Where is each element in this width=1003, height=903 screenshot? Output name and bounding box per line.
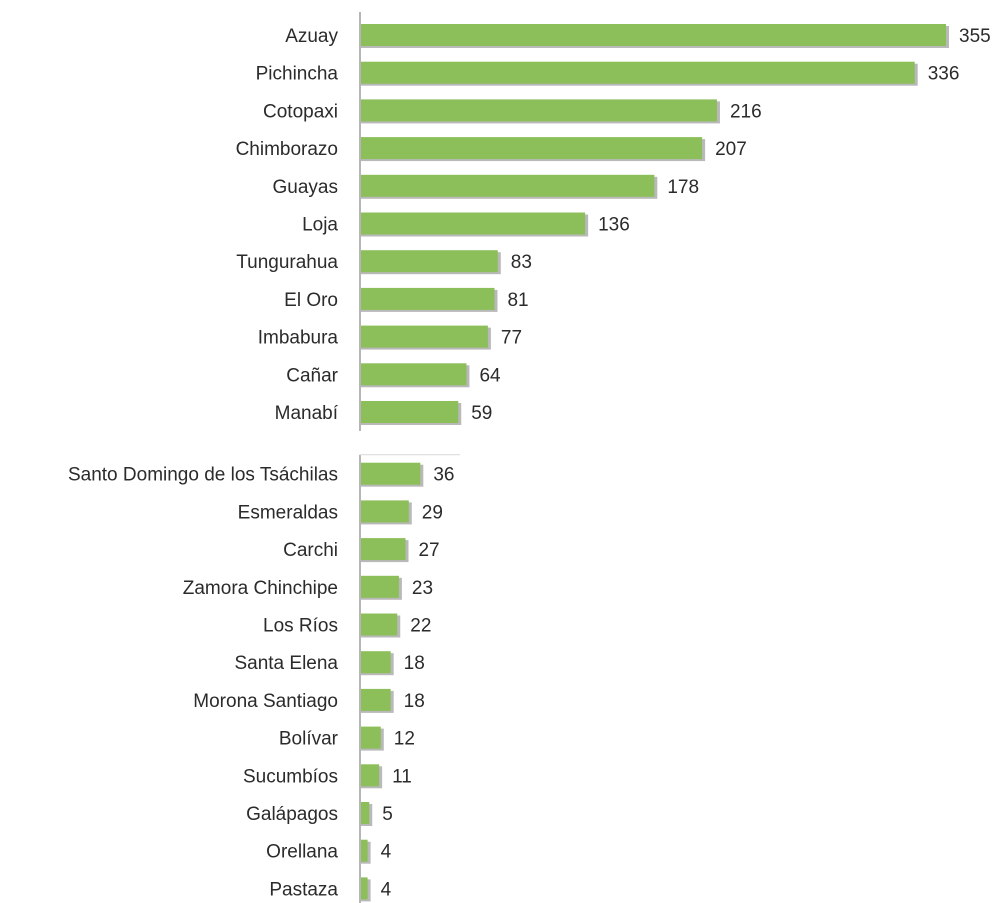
value-label: 18 — [404, 691, 425, 712]
category-label: Cotopaxi — [263, 101, 338, 122]
value-label: 77 — [501, 328, 522, 349]
category-label: Imbabura — [258, 328, 339, 349]
value-label: 81 — [507, 290, 528, 311]
value-label: 11 — [392, 766, 412, 787]
category-label: Zamora Chinchipe — [183, 578, 338, 599]
value-label: 355 — [959, 26, 991, 47]
value-label: 64 — [479, 365, 501, 386]
value-label: 18 — [404, 653, 425, 674]
category-label: Manabí — [275, 403, 339, 424]
bar — [361, 613, 398, 636]
value-label: 4 — [381, 842, 392, 863]
value-label: 59 — [471, 403, 492, 424]
value-label: 336 — [928, 64, 960, 85]
category-label: El Oro — [284, 290, 338, 311]
value-label: 216 — [730, 101, 762, 122]
bar — [361, 174, 655, 197]
value-label: 22 — [410, 616, 431, 637]
bar — [361, 764, 380, 787]
category-label: Bolívar — [279, 729, 339, 750]
category-label: Esmeraldas — [238, 502, 338, 523]
bar — [361, 137, 703, 160]
category-label: Pastaza — [269, 879, 338, 900]
bar — [361, 99, 717, 122]
category-label: Orellana — [266, 842, 338, 863]
value-label: 29 — [422, 502, 443, 523]
category-label: Carchi — [283, 540, 338, 561]
bar — [361, 500, 409, 523]
value-label: 23 — [412, 578, 433, 599]
category-label: Santo Domingo de los Tsáchilas — [68, 465, 338, 486]
category-label: Loja — [302, 215, 338, 236]
category-label: Azuay — [285, 26, 338, 47]
category-label: Los Ríos — [263, 616, 338, 637]
bar — [361, 462, 421, 485]
value-label: 5 — [382, 804, 393, 825]
bar — [361, 688, 391, 711]
category-label: Sucumbíos — [243, 766, 338, 787]
category-label: Morona Santiago — [193, 691, 338, 712]
bar — [361, 802, 370, 824]
value-label: 36 — [433, 465, 454, 486]
bar — [361, 363, 467, 386]
bar — [361, 287, 495, 310]
bar — [361, 401, 459, 423]
value-label: 207 — [715, 139, 747, 160]
category-label: Cañar — [286, 365, 338, 386]
bar — [361, 538, 406, 561]
value-label: 27 — [418, 540, 439, 561]
bar — [361, 651, 391, 674]
value-label: 136 — [598, 215, 630, 236]
bar — [361, 61, 915, 84]
bar — [361, 575, 399, 598]
category-label: Tungurahua — [236, 252, 338, 273]
bar — [361, 877, 368, 900]
bar — [361, 212, 586, 235]
bar — [361, 726, 381, 749]
bar — [361, 250, 498, 273]
value-label: 4 — [381, 879, 392, 900]
bar — [361, 325, 488, 348]
category-label: Pichincha — [256, 64, 339, 85]
value-label: 178 — [667, 177, 699, 198]
bar — [361, 24, 946, 46]
value-label: 83 — [511, 252, 532, 273]
category-label: Galápagos — [246, 804, 338, 825]
category-label: Santa Elena — [234, 653, 338, 674]
value-label: 12 — [394, 729, 415, 750]
category-label: Chimborazo — [236, 139, 338, 160]
category-label: Guayas — [273, 177, 338, 198]
bar — [361, 839, 368, 862]
